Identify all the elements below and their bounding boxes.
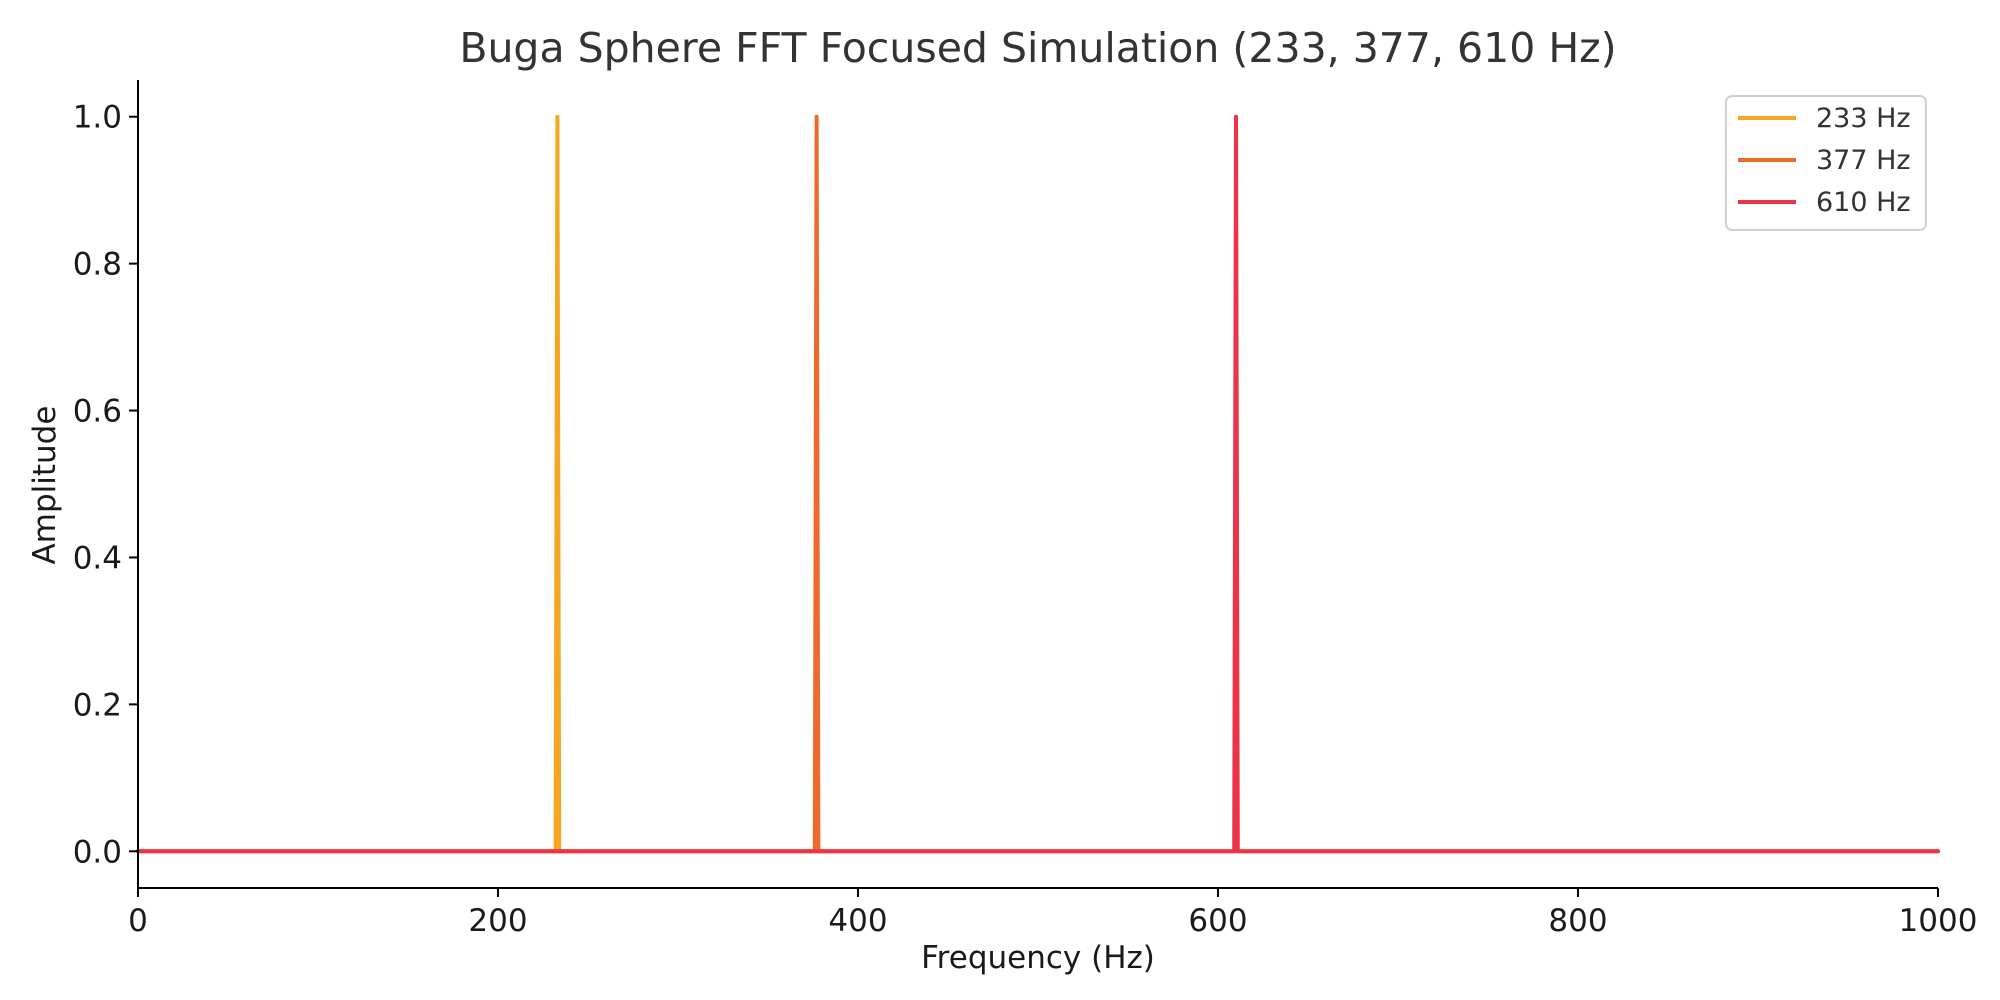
y-tick-label: 0.6 xyxy=(73,394,122,430)
legend-label: 610 Hz xyxy=(1816,187,1911,218)
series-line-3 xyxy=(136,114,1940,854)
x-axis-ticks: 0 200 400 600 800 1000 xyxy=(128,888,1977,939)
y-tick-label: 1.0 xyxy=(73,100,122,136)
legend-items: 233 Hz 377 Hz 610 Hz xyxy=(1738,103,1911,218)
plot-area: 0 200 400 600 800 1000 0.0 0.2 0.4 0.6 0.8 1.0 xyxy=(73,80,1977,939)
legend: 233 Hz 377 Hz 610 Hz xyxy=(1725,95,1927,231)
legend-box xyxy=(1725,95,1927,231)
x-tick-label: 600 xyxy=(1188,903,1247,939)
x-tick-label: 400 xyxy=(828,903,887,939)
y-tick-label: 0.4 xyxy=(73,540,122,576)
y-tick-label: 0.8 xyxy=(73,247,122,283)
series-line-2 xyxy=(136,114,1940,854)
x-tick-label: 800 xyxy=(1548,903,1607,939)
x-tick-label: 200 xyxy=(468,903,527,939)
y-axis-label: Amplitude xyxy=(27,406,63,565)
x-axis-label: Frequency (Hz) xyxy=(921,940,1155,976)
series-line-1 xyxy=(136,114,1940,854)
y-tick-label: 0.0 xyxy=(73,834,122,870)
chart-title: Buga Sphere FFT Focused Simulation (233,… xyxy=(459,24,1616,72)
y-tick-label: 0.2 xyxy=(73,687,122,723)
x-tick-label: 1000 xyxy=(1899,903,1978,939)
series-group xyxy=(136,114,1940,854)
y-axis-ticks: 0.0 0.2 0.4 0.6 0.8 1.0 xyxy=(73,100,138,870)
legend-label: 233 Hz xyxy=(1816,103,1911,134)
legend-label: 377 Hz xyxy=(1816,145,1911,176)
x-tick-label: 0 xyxy=(128,903,148,939)
